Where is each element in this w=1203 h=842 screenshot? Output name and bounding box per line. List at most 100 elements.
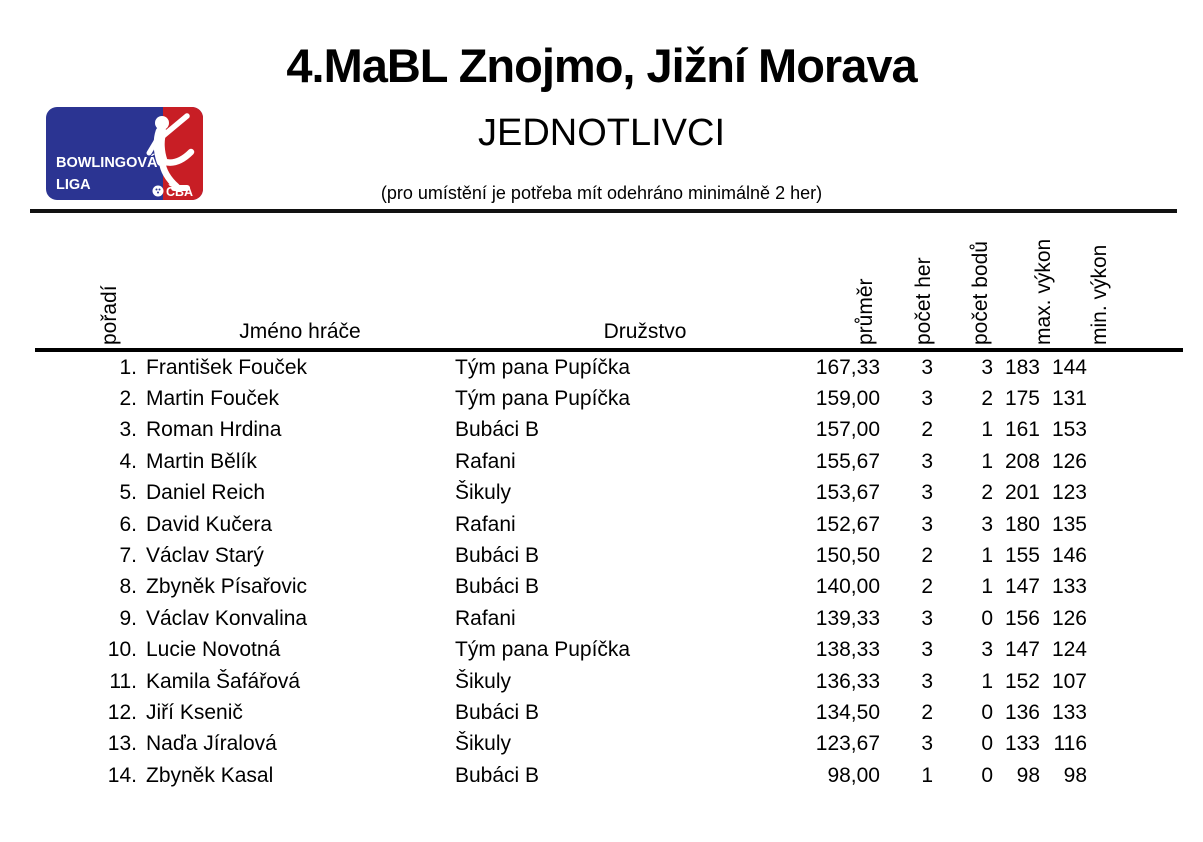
cell-player-name: Václav Konvalina	[146, 606, 308, 630]
bowling-ball-icon	[152, 185, 164, 197]
cell-max: 152	[1004, 669, 1040, 693]
cell-average: 150,50	[815, 544, 880, 568]
logo-badge-text: ČBA	[166, 184, 193, 199]
table-row: 2. Martin Fouček Tým pana Pupíčka 159,00…	[35, 383, 1087, 414]
cell-team: Tým pana Pupíčka	[455, 387, 631, 411]
cell-games: 3	[921, 481, 933, 505]
cell-min: 153	[1051, 418, 1087, 442]
cell-min: 126	[1051, 606, 1087, 630]
cell-team: Bubáci B	[455, 544, 540, 568]
cell-min: 135	[1051, 512, 1087, 536]
cell-average: 159,00	[815, 387, 880, 411]
cell-max: 155	[1004, 544, 1040, 568]
cell-max: 183	[1004, 355, 1040, 379]
cell-rank: 14.	[107, 763, 137, 787]
double-divider-line	[30, 209, 1177, 213]
cell-games: 3	[921, 355, 933, 379]
cell-min: 146	[1051, 544, 1087, 568]
cell-average: 139,33	[815, 606, 880, 630]
cell-points: 3	[981, 512, 993, 536]
page-title: 4.MaBL Znojmo, Jižní Morava	[286, 39, 917, 92]
cell-points: 3	[981, 638, 993, 662]
cell-rank: 2.	[119, 387, 137, 411]
cell-min: 133	[1051, 575, 1087, 599]
table-row: 7. Václav Starý Bubáci B 150,50 2 1 155 …	[35, 540, 1087, 571]
column-header-points: počet bodů	[969, 241, 992, 345]
cell-average: 136,33	[815, 669, 880, 693]
cell-player-name: David Kučera	[146, 512, 273, 536]
cell-max: 201	[1004, 481, 1040, 505]
table-row: 4. Martin Bělík Rafani 155,67 3 1 208 12…	[35, 446, 1087, 477]
cell-average: 167,33	[815, 355, 880, 379]
cell-points: 1	[981, 544, 993, 568]
cell-points: 2	[981, 481, 993, 505]
cell-rank: 10.	[107, 638, 137, 662]
cell-max: 147	[1004, 638, 1040, 662]
cell-rank: 6.	[119, 512, 137, 536]
cell-player-name: Martin Bělík	[146, 449, 257, 473]
cell-max: 147	[1004, 575, 1040, 599]
cell-rank: 7.	[119, 544, 137, 568]
table-row: 9. Václav Konvalina Rafani 139,33 3 0 15…	[35, 603, 1087, 634]
cell-games: 2	[921, 700, 933, 724]
cell-games: 3	[921, 449, 933, 473]
cell-player-name: Kamila Šafářová	[146, 669, 301, 693]
cell-games: 3	[921, 669, 933, 693]
logo-line1-text: BOWLINGOVÁ	[56, 154, 158, 171]
cell-player-name: Daniel Reich	[146, 481, 266, 505]
cell-points: 1	[981, 669, 993, 693]
cell-player-name: Zbyněk Kasal	[146, 763, 274, 787]
cell-games: 2	[921, 575, 933, 599]
cell-points: 0	[981, 763, 993, 787]
cell-min: 116	[1053, 732, 1087, 756]
table-row: 11. Kamila Šafářová Šikuly 136,33 3 1 15…	[35, 666, 1087, 697]
cell-points: 0	[981, 732, 993, 756]
bowling-league-logo: BOWLINGOVÁ LIGA ČBA	[46, 107, 203, 200]
cell-team: Rafani	[455, 606, 516, 630]
column-header-games: počet her	[912, 257, 935, 345]
column-header-rank: pořadí	[98, 285, 121, 345]
cell-max: 161	[1004, 418, 1040, 442]
column-header-team: Družstvo	[603, 320, 687, 343]
cell-player-name: Zbyněk Písařovic	[146, 575, 308, 599]
table-row: 8. Zbyněk Písařovic Bubáci B 140,00 2 1 …	[35, 572, 1087, 603]
header-divider-line	[35, 348, 1183, 352]
table-row: 13. Naďa Jíralová Šikuly 123,67 3 0 133 …	[35, 729, 1087, 760]
cell-rank: 4.	[119, 449, 137, 473]
cell-team: Tým pana Pupíčka	[455, 355, 631, 379]
cell-max: 208	[1004, 449, 1040, 473]
cell-min: 98	[1063, 763, 1087, 787]
cell-team: Rafani	[455, 512, 516, 536]
cell-rank: 3.	[119, 418, 137, 442]
table-row: 3. Roman Hrdina Bubáci B 157,00 2 1 161 …	[35, 415, 1087, 446]
cell-games: 1	[921, 763, 933, 787]
cell-average: 152,67	[815, 512, 880, 536]
cell-rank: 8.	[119, 575, 137, 599]
cell-games: 3	[921, 732, 933, 756]
column-header-average: průměr	[854, 278, 877, 345]
cell-average: 123,67	[815, 732, 880, 756]
cell-player-name: Martin Fouček	[146, 387, 280, 411]
cell-min: 144	[1051, 355, 1087, 379]
bowler-silhouette-icon: BOWLINGOVÁ LIGA ČBA	[46, 107, 203, 200]
table-row: 1. František Fouček Tým pana Pupíčka 167…	[35, 352, 1087, 383]
cell-rank: 1.	[119, 355, 137, 379]
cell-min: 107	[1051, 669, 1087, 693]
cell-average: 153,67	[815, 481, 880, 505]
cell-team: Bubáci B	[455, 575, 540, 599]
cell-points: 3	[981, 355, 993, 379]
section-title: JEDNOTLIVCI	[477, 112, 726, 154]
cell-team: Šikuly	[455, 732, 512, 756]
cell-team: Tým pana Pupíčka	[455, 638, 631, 662]
cell-rank: 13.	[107, 732, 137, 756]
cell-team: Bubáci B	[455, 418, 540, 442]
cell-points: 2	[981, 387, 993, 411]
cell-points: 1	[981, 575, 993, 599]
logo-line2-text: LIGA	[56, 177, 91, 193]
table-row: 5. Daniel Reich Šikuly 153,67 3 2 201 12…	[35, 478, 1087, 509]
cell-rank: 9.	[119, 606, 137, 630]
cell-rank: 11.	[109, 669, 137, 693]
cell-team: Bubáci B	[455, 700, 540, 724]
cell-points: 1	[981, 418, 993, 442]
cell-team: Šikuly	[455, 481, 512, 505]
